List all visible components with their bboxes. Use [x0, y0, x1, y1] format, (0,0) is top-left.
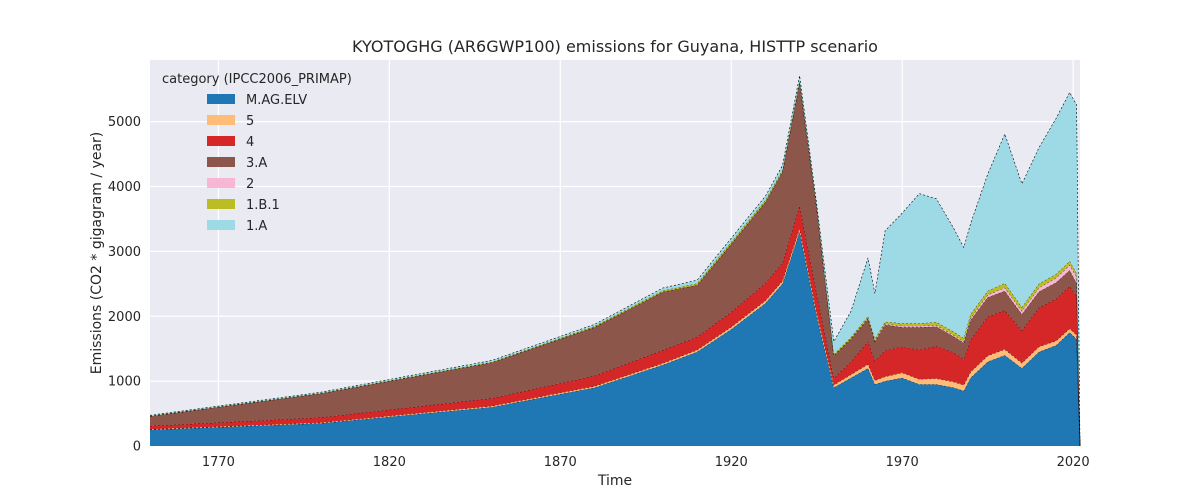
legend-swatch [207, 157, 235, 167]
y-tick-label: 1000 [108, 375, 141, 390]
x-tick-label: 1770 [202, 455, 235, 470]
x-tick-label: 1820 [373, 455, 406, 470]
legend-item-label: 4 [246, 135, 254, 150]
legend-item-label: 1.B.1 [246, 198, 280, 213]
legend-item-label: M.AG.ELV [246, 93, 307, 108]
chart-title: KYOTOGHG (AR6GWP100) emissions for Guyan… [352, 37, 878, 56]
legend-swatch [207, 94, 235, 104]
x-axis-label: Time [597, 473, 632, 489]
y-axis-label: Emissions (CO2 * gigagram / year) [89, 132, 105, 375]
area-series [149, 75, 1081, 447]
x-tick-label: 1870 [544, 455, 577, 470]
area-boundary-line [149, 75, 1081, 447]
area-boundary-line [149, 230, 1081, 447]
legend-swatch [207, 178, 235, 188]
area-4 [150, 206, 1080, 446]
x-tick-label: 1970 [886, 455, 919, 470]
x-axis-ticks: 1770 1820 1870 1920 1970 2020 [202, 455, 1090, 470]
legend-item-label: 1.A [246, 219, 267, 234]
legend-item-label: 2 [246, 177, 254, 192]
x-tick-label: 1920 [715, 455, 748, 470]
legend-swatch [207, 199, 235, 209]
legend-swatch [207, 136, 235, 146]
legend: category (IPCC2006_PRIMAP) M.AG.ELV 5 4 3.A… [162, 72, 352, 234]
y-axis-ticks: 0 1000 2000 3000 4000 5000 [108, 115, 141, 454]
legend-title: category (IPCC2006_PRIMAP) [162, 72, 352, 87]
y-tick-label: 4000 [108, 180, 141, 195]
legend-item-label: 5 [246, 114, 254, 129]
legend-swatch [207, 115, 235, 125]
y-tick-label: 3000 [108, 245, 141, 260]
y-tick-label: 5000 [108, 115, 141, 130]
area-m-ag-elv [150, 231, 1080, 446]
area-1-a [150, 75, 1080, 446]
y-tick-label: 0 [133, 440, 141, 455]
legend-swatch [207, 220, 235, 230]
x-tick-label: 2020 [1057, 455, 1090, 470]
y-tick-label: 2000 [108, 310, 141, 325]
legend-item-label: 3.A [246, 156, 267, 171]
area-3-a [150, 82, 1080, 446]
area-boundary-line [149, 82, 1081, 447]
